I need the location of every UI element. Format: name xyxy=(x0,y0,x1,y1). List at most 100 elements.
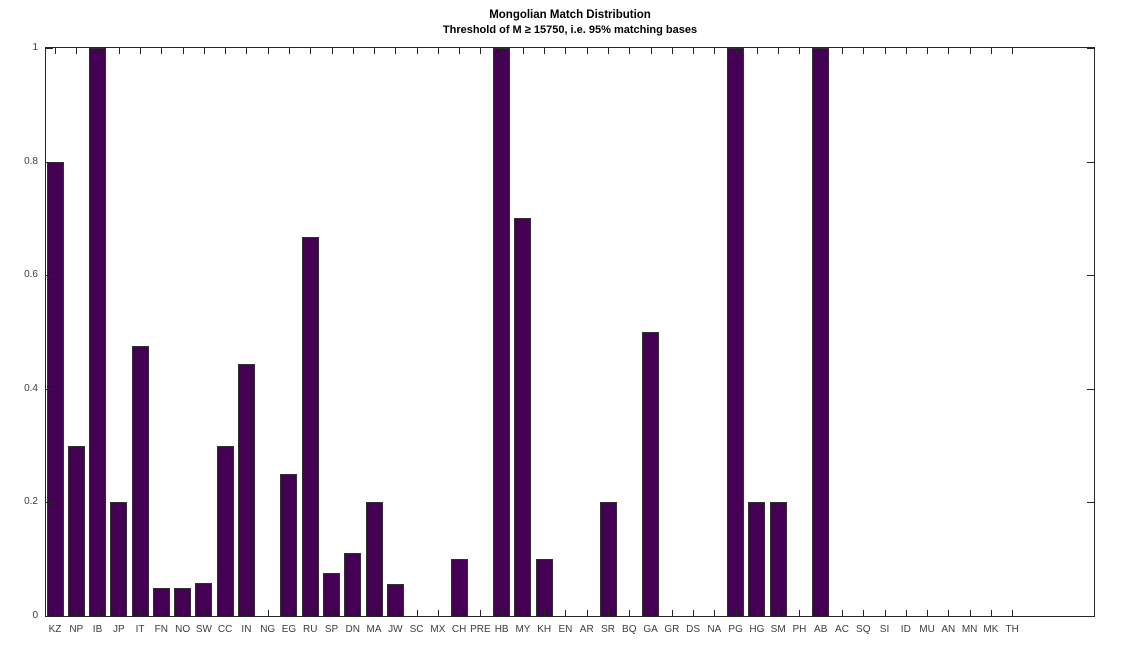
x-tick-top xyxy=(374,48,376,54)
x-tick-bottom xyxy=(799,610,801,616)
x-tick-bottom xyxy=(522,610,524,616)
x-tick-top xyxy=(459,48,461,54)
bar xyxy=(216,446,234,616)
x-tick-bottom xyxy=(693,610,695,616)
x-tick-label: SM xyxy=(770,624,786,635)
x-tick-label: SW xyxy=(195,624,212,635)
x-tick-label: PRE xyxy=(470,624,491,635)
x-tick-label: AC xyxy=(835,624,849,635)
x-tick-top xyxy=(799,48,801,54)
x-tick-bottom xyxy=(714,610,716,616)
x-tick-top xyxy=(310,48,312,54)
x-tick-label: SQ xyxy=(856,624,871,635)
x-tick-label: TH xyxy=(1005,624,1019,635)
x-tick-label: AB xyxy=(814,624,828,635)
x-tick-label: DN xyxy=(345,624,360,635)
x-tick-top xyxy=(990,48,992,54)
x-tick-label: IN xyxy=(241,624,252,635)
x-tick-top xyxy=(820,48,822,54)
y-tick-label: 0.2 xyxy=(24,496,38,507)
x-tick-label: KH xyxy=(537,624,552,635)
bar xyxy=(195,583,213,616)
x-tick-label: HG xyxy=(749,624,765,635)
x-tick-bottom xyxy=(437,610,439,616)
x-tick-top xyxy=(927,48,929,54)
x-tick-label: NO xyxy=(175,624,191,635)
x-tick-label: MA xyxy=(366,624,382,635)
x-tick-label: IB xyxy=(92,624,103,635)
x-tick-top xyxy=(969,48,971,54)
x-tick-top xyxy=(650,48,652,54)
x-tick-label: CC xyxy=(217,624,233,635)
y-tick-label: 0.4 xyxy=(24,383,38,394)
x-tick-bottom xyxy=(629,610,631,616)
x-tick-label: MY xyxy=(515,624,531,635)
x-tick-bottom xyxy=(76,610,78,616)
x-tick-label: KZ xyxy=(48,624,62,635)
x-tick-top xyxy=(480,48,482,54)
x-tick-top xyxy=(948,48,950,54)
x-tick-top xyxy=(693,48,695,54)
x-tick-label: SP xyxy=(324,624,339,635)
y-tick-label: 0.6 xyxy=(24,269,38,280)
bar xyxy=(110,502,128,616)
x-tick-label: ID xyxy=(900,624,911,635)
bar xyxy=(450,559,468,616)
x-tick-top xyxy=(714,48,716,54)
bar xyxy=(237,364,255,616)
x-tick-label: DS xyxy=(686,624,701,635)
x-tick-top xyxy=(55,48,56,54)
x-tick-top xyxy=(288,48,290,54)
x-tick-top xyxy=(586,48,588,54)
x-tick-bottom xyxy=(671,610,673,616)
y-tick-right xyxy=(1087,389,1094,390)
x-tick-label: JW xyxy=(388,624,403,635)
x-tick-bottom xyxy=(586,610,588,616)
x-tick-top xyxy=(416,48,418,54)
bar xyxy=(727,48,745,616)
bar xyxy=(89,48,107,616)
plot-area xyxy=(45,47,1095,617)
x-tick-bottom xyxy=(948,610,950,616)
x-tick-label: AN xyxy=(941,624,956,635)
x-tick-top xyxy=(140,48,142,54)
x-tick-bottom xyxy=(863,610,865,616)
x-tick-label: SC xyxy=(409,624,424,635)
x-tick-bottom xyxy=(969,610,971,616)
x-tick-bottom xyxy=(416,610,418,616)
bar xyxy=(323,573,340,616)
x-tick-top xyxy=(182,48,184,54)
y-tick-right xyxy=(1087,48,1094,49)
bar xyxy=(812,48,830,616)
x-tick-top xyxy=(395,48,397,54)
x-tick-top xyxy=(1012,48,1014,54)
x-tick-bottom xyxy=(97,610,99,616)
x-tick-bottom xyxy=(118,610,120,616)
x-tick-top xyxy=(905,48,907,54)
x-tick-top xyxy=(565,48,567,54)
x-tick-bottom xyxy=(565,610,567,616)
bar xyxy=(344,553,362,616)
x-tick-top xyxy=(841,48,843,54)
x-tick-top xyxy=(863,48,865,54)
bar xyxy=(67,446,85,616)
x-tick-top xyxy=(246,48,248,54)
bar xyxy=(365,502,383,616)
x-tick-label: SI xyxy=(879,624,890,635)
x-tick-top xyxy=(629,48,631,54)
y-tick-right xyxy=(1087,162,1094,163)
x-tick-top xyxy=(203,48,205,54)
x-tick-top xyxy=(161,48,163,54)
x-tick-top xyxy=(225,48,227,54)
chart-title: Mongolian Match Distribution xyxy=(489,9,651,21)
x-tick-label: JP xyxy=(112,624,125,635)
y-tick-right xyxy=(1087,502,1094,503)
x-tick-label: GR xyxy=(664,624,680,635)
x-tick-label: NG xyxy=(260,624,276,635)
x-tick-bottom xyxy=(267,610,269,616)
x-tick-label: MX xyxy=(430,624,446,635)
x-tick-label: CH xyxy=(451,624,467,635)
x-tick-bottom xyxy=(544,610,546,616)
x-tick-label: BQ xyxy=(622,624,637,635)
x-tick-bottom xyxy=(182,610,184,616)
